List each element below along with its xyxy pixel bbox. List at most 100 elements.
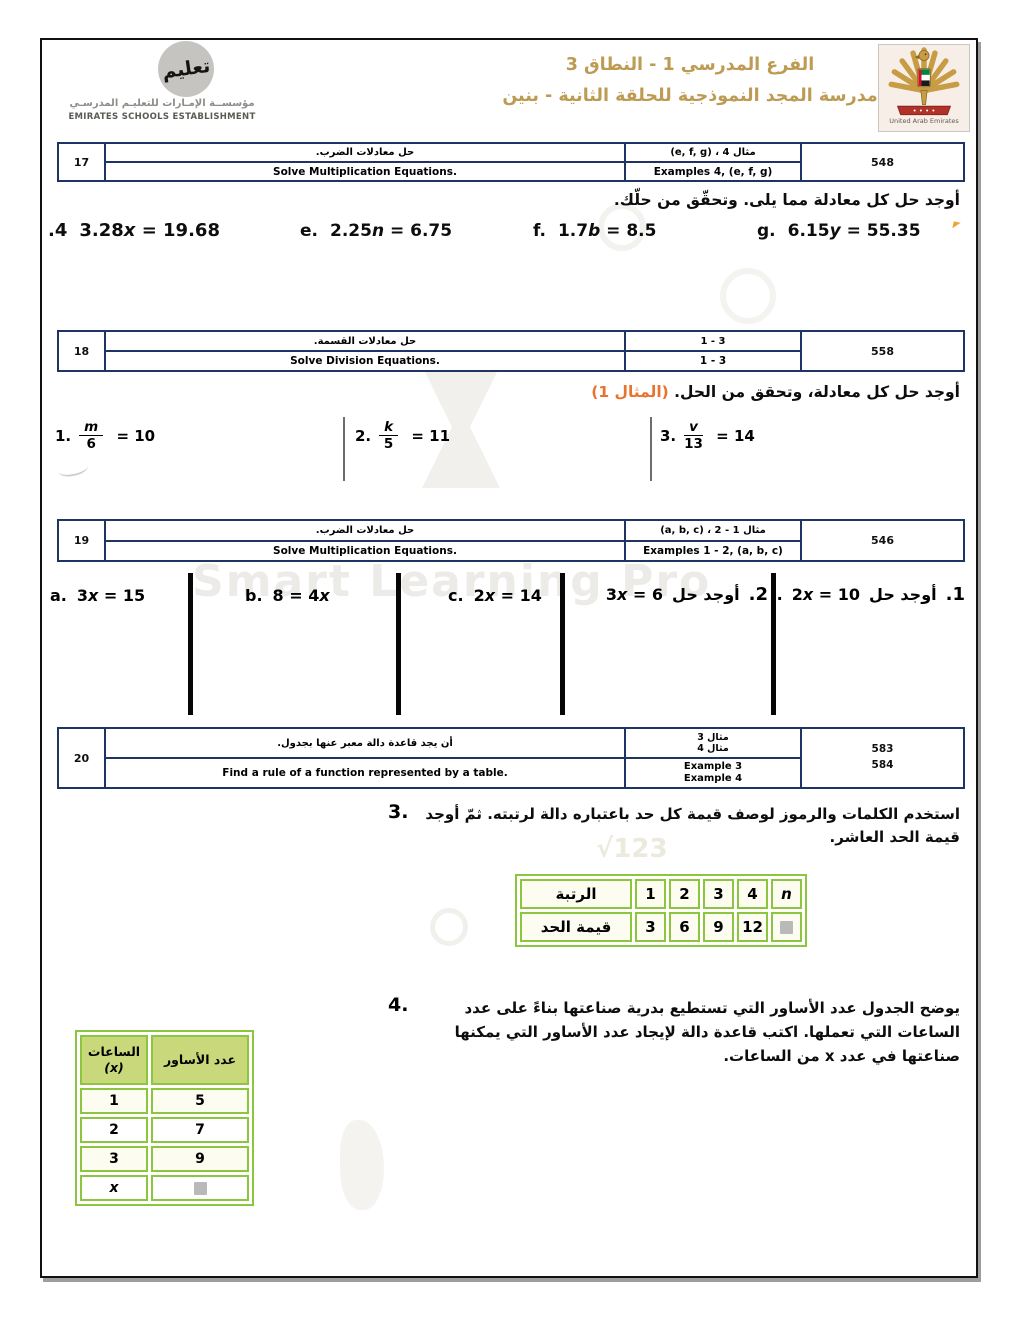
objective-arabic: حل معادلات الضرب. [106, 144, 624, 163]
question-3-text: استخدم الكلمات والرموز لوصف قيمة كل حد ب… [425, 805, 960, 847]
examples-arabic: مثال 4 ، (e, f, g) [626, 144, 800, 163]
examples-arabic: مثال 3 مثال 4 [626, 729, 800, 759]
decorative-doodle [430, 908, 468, 946]
lesson-number: 19 [73, 534, 90, 547]
title-line-2: مدرسة المجد النموذجية للحلقة الثانية - ب… [502, 86, 878, 106]
lesson-objective: حل معادلات الضرب. Solve Multiplication E… [104, 521, 624, 560]
objective-english: Find a rule of a function represented by… [222, 767, 508, 779]
table-row: 2 7 [80, 1117, 249, 1143]
example-reference: (المثال 1) [591, 383, 669, 401]
mult-problem-b: b. 8 = 4x [245, 586, 330, 605]
question-3-number: 3. [388, 801, 409, 823]
answer-box [193, 1181, 207, 1195]
emblem-caption: United Arab Emirates [889, 117, 959, 125]
examples-english: Example 3 Example 4 [683, 761, 743, 784]
lesson-row-18: 18 حل معادلات القسمة. Solve Division Equ… [57, 330, 965, 372]
lesson-examples: مثال 4 ، (e, f, g) Examples 4, (e, f, g) [624, 144, 800, 180]
objective-english: Solve Multiplication Equations. [273, 165, 457, 178]
item-label: e. [300, 221, 318, 241]
uae-emblem: United Arab Emirates [878, 44, 970, 132]
item-label: g. [757, 221, 776, 241]
org-name-english: EMIRATES SCHOOLS ESTABLISHMENT [68, 112, 256, 122]
lesson-page-number: 546 [800, 521, 963, 560]
lesson-row-20: 20 أن يجد قاعدة دالة معبر عنها بجدول. Fi… [57, 727, 965, 789]
examples-arabic: مثال 1 - 2 ، (a, b, c) [626, 521, 800, 542]
instruction-18: أوجد حل كل معادلة، وتحقق من الحل. (المثا… [591, 383, 960, 401]
objective-arabic: حل معادلات القسمة. [106, 332, 624, 352]
org-name-arabic: مؤسســة الإمـارات للتعليـم المدرسـي [69, 98, 255, 109]
equation-g: g. 6.15y = 55.35 [757, 221, 921, 241]
table-row-rank: الرتبة 1 2 3 4 n [520, 879, 802, 909]
watermark-sqrt123: √123 [596, 834, 668, 864]
examples-english: Examples 4, (e, f, g) [653, 165, 773, 178]
problem-divider [343, 417, 345, 481]
table-row: x [80, 1175, 249, 1201]
objective-english: Solve Multiplication Equations. [273, 544, 457, 557]
work-area-divider [771, 573, 776, 715]
equation: 3x = 6 [605, 585, 664, 604]
table-row: 1 5 [80, 1088, 249, 1114]
taleem-calligraphy: تعليم [160, 54, 212, 84]
objective-arabic: حل معادلات الضرب. [106, 521, 624, 542]
answer-placeholder-cell [151, 1175, 249, 1201]
lesson-page-number: 548 [800, 144, 963, 180]
mult-problem-1-arabic: 1. أوجد حل 2x = 10 . [776, 584, 965, 605]
lesson-page-number: 558 [800, 332, 963, 370]
lesson-objective: حل معادلات القسمة. Solve Division Equati… [104, 332, 624, 370]
answer-box [780, 921, 793, 934]
work-area-divider [188, 573, 193, 715]
examples-arabic: 1 - 3 [626, 332, 800, 352]
equation-d: .4 3.28x = 19.68 [48, 220, 220, 241]
lesson-objective: حل معادلات الضرب. Solve Multiplication E… [104, 144, 624, 180]
bracelets-header: عدد الأساور [151, 1035, 249, 1085]
item-label: f. [533, 221, 546, 241]
row-label: الرتبة [520, 879, 632, 909]
decorative-hourglass [422, 366, 500, 488]
lesson-examples: مثال 1 - 2 ، (a, b, c) Examples 1 - 2, (… [624, 521, 800, 560]
decorative-blob [340, 1120, 384, 1210]
examples-english: Examples 1 - 2, (a, b, c) [643, 544, 783, 557]
lesson-row-19: 19 حل معادلات الضرب. Solve Multiplicatio… [57, 519, 965, 562]
mult-problem-c: c. 2x = 14 [448, 586, 542, 605]
lesson-number: 20 [73, 751, 90, 765]
equation-f: f. 1.7b = 8.5 [533, 221, 657, 241]
watermark-brand: Smart Learning Pro [192, 556, 712, 607]
problem-divider [650, 417, 652, 481]
question-3-table: الرتبة 1 2 3 4 n قيمة الحد 3 6 9 12 [515, 874, 807, 947]
taleem-logo: تعليم [158, 41, 214, 97]
lesson-page-numbers: 583 584 [800, 729, 963, 787]
work-area-divider [560, 573, 565, 715]
orange-tick-mark [952, 221, 961, 230]
division-problem-3: 3. v 13 = 14 [660, 419, 755, 453]
lesson-number: 18 [73, 344, 90, 358]
mult-problem-a: a. 3x = 15 [50, 586, 146, 605]
lesson-examples: 1 - 3 1 - 3 [624, 332, 800, 370]
equation-e: e. 2.25n = 6.75 [300, 221, 453, 241]
equation: 2x = 10 [791, 585, 861, 604]
row-label: قيمة الحد [520, 912, 632, 942]
lesson-examples: مثال 3 مثال 4 Example 3 Example 4 [624, 729, 800, 787]
table-row: 3 9 [80, 1146, 249, 1172]
work-area-divider [396, 573, 401, 715]
lesson-row-17: 17 حل معادلات الضرب. Solve Multiplicatio… [57, 142, 965, 182]
instruction-17: أوجد حل كل معادلة مما يلى. وتحقّق من حلّ… [613, 191, 960, 209]
question-4-text: يوضح الجدول عدد الأساور التي تستطيع بدري… [454, 999, 960, 1065]
table-row-term-value: قيمة الحد 3 6 9 12 [520, 912, 802, 942]
title-line-1: الفرع المدرسي 1 - النطاق 3 [565, 55, 815, 75]
answer-placeholder-cell [771, 912, 802, 942]
objective-arabic: أن يجد قاعدة دالة معبر عنها بجدول. [106, 729, 624, 759]
falcon-icon [888, 47, 960, 116]
fraction: v 13 [684, 419, 703, 453]
lesson-objective: أن يجد قاعدة دالة معبر عنها بجدول. Find … [104, 729, 624, 787]
lesson-number: 17 [73, 155, 90, 169]
question-4-number: 4. [388, 994, 409, 1016]
table-header-row: الساعات (x) عدد الأساور [80, 1035, 249, 1085]
mult-problem-2-arabic: 2. أوجد حل 3x = 6 [605, 584, 768, 605]
decorative-doodle [720, 268, 776, 324]
examples-english: 1 - 3 [699, 355, 727, 367]
